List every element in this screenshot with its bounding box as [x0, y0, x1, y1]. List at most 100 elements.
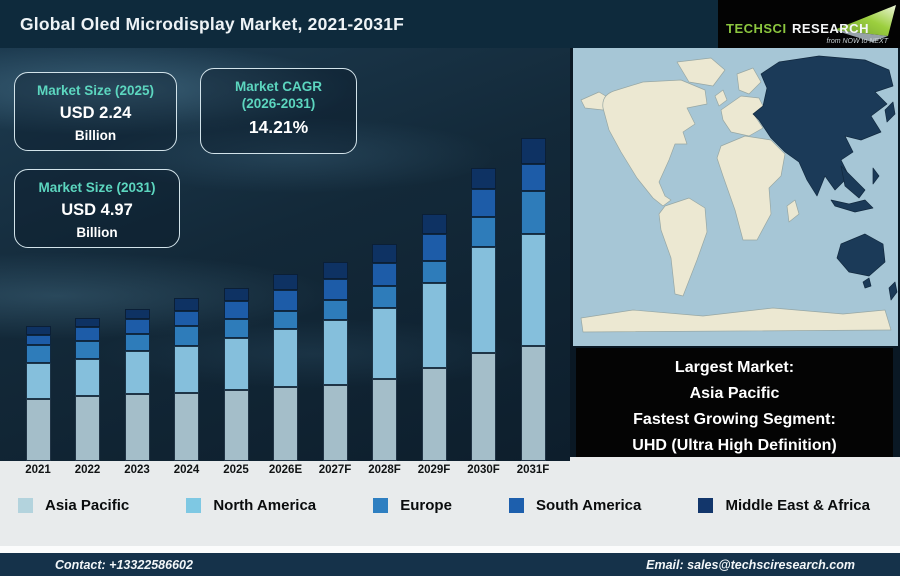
bar-segment [471, 247, 496, 353]
x-axis-label: 2023 [124, 464, 150, 476]
bar-segment [372, 379, 397, 461]
x-axis-labels: 2021 2022 2023 2024 2025 2026E 2027F 2028F 2029F… [0, 461, 570, 481]
legend-swatch [18, 498, 33, 513]
bar-segment [124, 319, 150, 334]
footer-bar: Contact: +13322586602 Email: sales@techs… [0, 553, 900, 576]
right-panel: Largest Market: Asia Pacific Fastest Gro… [570, 48, 900, 457]
bar-2027F [322, 262, 348, 461]
bar-segment [421, 283, 447, 368]
bar-2028F [372, 244, 397, 461]
bar-segment [471, 189, 496, 217]
callout-value: USD 4.97 [61, 201, 133, 219]
bar-segment [520, 191, 546, 234]
bar-segment [174, 326, 199, 346]
bar-2029F [421, 214, 447, 461]
bar-segment [520, 164, 546, 191]
bar-segment [322, 279, 348, 300]
callout-market-cagr: Market CAGR (2026-2031) 14.21% [200, 68, 357, 154]
bar-segment [223, 288, 249, 301]
map-new-zealand [888, 281, 898, 301]
x-axis-label: 2030F [467, 464, 500, 476]
bar-segment [75, 318, 100, 327]
x-axis-label: 2028F [368, 464, 401, 476]
bar-segment [124, 351, 150, 394]
legend-label: Asia Pacific [45, 497, 130, 514]
x-axis-label: 2026E [268, 464, 303, 476]
legend-label: Middle East & Africa [725, 497, 870, 514]
bar-2024 [174, 298, 199, 461]
bar-segment [174, 311, 199, 326]
x-axis-label: 2031F [516, 464, 550, 476]
bar-segment [124, 394, 150, 461]
bar-segment [273, 274, 298, 290]
legend: Asia Pacific North America Europe South Ame… [0, 497, 900, 514]
map-southeast-asia [840, 165, 866, 199]
svg-text:TECHSCI: TECHSCI [726, 21, 787, 36]
bar-segment [25, 326, 51, 335]
techsci-logo-graphic: TECHSCI RESEARCH from NOW to NEXT [726, 5, 896, 45]
bar-segment [223, 319, 249, 338]
largest-market-label: Largest Market: [674, 359, 795, 376]
bars-layer [0, 48, 570, 461]
bar-segment [174, 346, 199, 393]
callout-market-size-2031: Market Size (2031) USD 4.97 Billion [14, 169, 180, 248]
bar-segment [174, 298, 199, 311]
largest-market-value: Asia Pacific [689, 385, 780, 402]
callout-label: Market CAGR [234, 79, 323, 94]
x-axis-label: 2021 [25, 464, 51, 476]
bar-segment [25, 345, 51, 363]
legend-label: North America [213, 497, 317, 514]
legend-item-north-america: North America [186, 497, 316, 514]
legend-label: Europe [400, 497, 452, 514]
bar-segment [421, 368, 447, 461]
bar-segment [322, 320, 348, 385]
x-axis-label: 2029F [417, 464, 451, 476]
fastest-segment-label: Fastest Growing Segment: [633, 411, 836, 428]
bar-segment [421, 261, 447, 283]
bar-segment [322, 385, 348, 461]
bar-2031F [520, 138, 546, 461]
bar-segment [520, 138, 546, 164]
legend-label: South America [536, 497, 642, 514]
bar-2026E [273, 274, 298, 461]
map-antarctica [580, 307, 892, 333]
callout-unit: Billion [74, 128, 117, 143]
map-north-america [602, 79, 708, 207]
map-madagascar [786, 199, 800, 223]
largest-market-box: Largest Market: Asia Pacific Fastest Gro… [576, 348, 893, 457]
callout-market-size-2025: Market Size (2025) USD 2.24 Billion [14, 72, 177, 151]
page-title: Global Oled Microdisplay Market, 2021-20… [20, 14, 405, 34]
bar-segment [273, 311, 298, 329]
bar-2030F [471, 168, 496, 461]
legend-item-south-america: South America [509, 497, 641, 514]
bar-segment [421, 214, 447, 234]
bottom-section: 2021 2022 2023 2024 2025 2026E 2027F 2028F 2029F… [0, 461, 900, 553]
map-uk [714, 89, 728, 107]
bar-segment [273, 290, 298, 311]
fastest-segment-value: UHD (Ultra High Definition) [632, 437, 837, 454]
bar-segment [273, 329, 298, 387]
legend-item-middle-east-africa: Middle East & Africa [698, 497, 870, 514]
map-greenland [676, 57, 726, 87]
x-axis-label: 2022 [74, 464, 101, 476]
map-australia-highlight [836, 233, 886, 277]
callout-value: 14.21% [248, 117, 309, 137]
x-axis-label: 2025 [223, 464, 249, 476]
map-south-america [658, 197, 708, 297]
bar-segment [471, 353, 496, 461]
bar-segment [322, 300, 348, 320]
svg-text:RESEARCH: RESEARCH [792, 21, 869, 36]
divider-strip [0, 546, 900, 553]
x-axis-label: 2024 [173, 464, 200, 476]
legend-swatch [698, 498, 714, 513]
callout-label: Market Size (2031) [38, 180, 156, 195]
bar-segment [75, 396, 100, 461]
bar-segment [372, 308, 397, 379]
bar-2021 [25, 326, 51, 461]
bar-segment [25, 363, 51, 399]
bar-segment [471, 168, 496, 189]
callout-unit: Billion [76, 225, 118, 240]
bar-2023 [124, 309, 150, 461]
logo-arrow-facet [834, 30, 888, 42]
bar-segment [372, 244, 397, 263]
